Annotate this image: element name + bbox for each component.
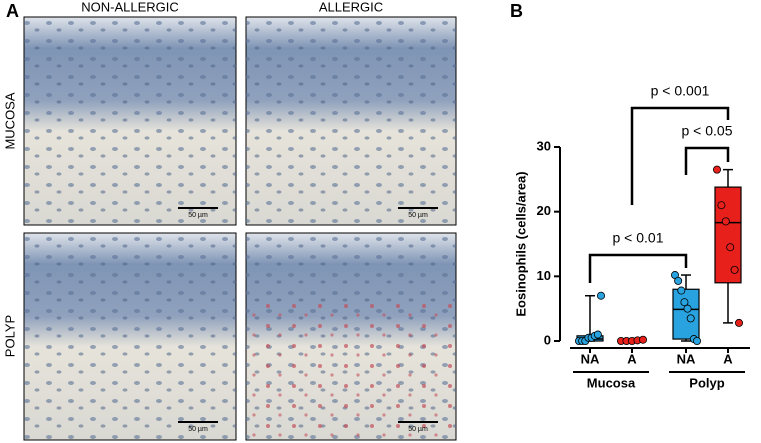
data-point	[726, 243, 735, 252]
data-point	[717, 201, 726, 210]
significance-bracket	[630, 106, 730, 205]
group-label: Mucosa	[587, 375, 636, 390]
data-point	[713, 165, 722, 174]
data-point	[597, 291, 606, 300]
row-label: POLYP	[2, 315, 17, 357]
row-label: MUCOSA	[2, 92, 17, 149]
box	[672, 288, 700, 340]
data-point	[677, 286, 686, 295]
column-label: NON-ALLERGIC	[81, 0, 179, 14]
data-point	[680, 298, 689, 307]
significance-bracket	[588, 253, 688, 283]
y-tick-label: 10	[537, 268, 551, 283]
x-tick-label: NA	[677, 351, 696, 366]
data-point	[683, 304, 692, 313]
data-point	[639, 335, 648, 344]
scale-bar-label: 50 µm	[188, 426, 208, 433]
scale-bar-label: 50 µm	[408, 426, 428, 433]
significance-bracket	[684, 146, 730, 175]
data-point	[674, 276, 683, 285]
panel-label: B	[510, 1, 523, 21]
scale-bar-label: 50 µm	[408, 212, 428, 219]
micrograph: 50 µm	[245, 16, 457, 226]
data-point	[721, 217, 730, 226]
y-tick-label: 0	[544, 332, 551, 347]
p-value: p < 0.05	[682, 123, 733, 139]
data-point	[730, 265, 739, 274]
micrograph: 50 µm	[245, 232, 457, 441]
y-tick-label: 30	[537, 138, 551, 153]
p-value: p < 0.001	[651, 83, 710, 99]
x-tick-label: A	[723, 351, 733, 366]
data-point	[693, 336, 702, 345]
data-point	[735, 318, 744, 327]
group-label: Polyp	[689, 375, 724, 390]
scale-bar-label: 50 µm	[188, 212, 208, 219]
micrograph: 50 µm	[23, 16, 237, 226]
y-tick-label: 20	[537, 203, 551, 218]
column-label: ALLERGIC	[319, 0, 383, 14]
p-value: p < 0.01	[613, 230, 664, 246]
micrograph: 50 µm	[23, 232, 237, 441]
x-tick-label: NA	[581, 351, 600, 366]
data-point	[593, 330, 602, 339]
panel-label: A	[6, 1, 19, 21]
x-tick-label: A	[627, 351, 637, 366]
y-axis-title: Eosinophils (cells/area)	[513, 171, 528, 316]
data-point	[686, 314, 695, 323]
